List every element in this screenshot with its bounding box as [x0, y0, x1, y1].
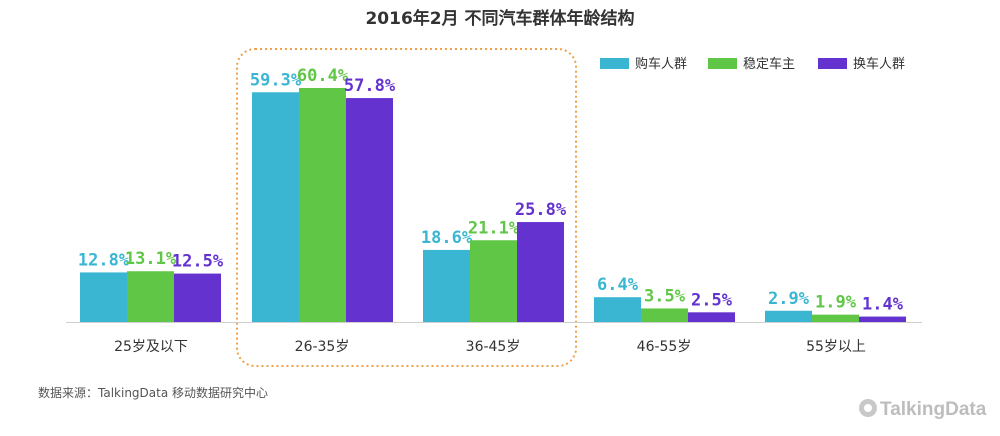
- legend-item: 购车人群: [600, 56, 687, 72]
- bar: [688, 312, 735, 322]
- bar: [346, 98, 393, 322]
- legend-label: 换车人群: [853, 56, 905, 72]
- value-label: 18.6%: [421, 228, 473, 248]
- value-label: 21.1%: [468, 218, 520, 238]
- bar: [127, 271, 174, 322]
- x-tick-label: 25岁及以下: [114, 339, 188, 355]
- value-label: 12.5%: [172, 252, 224, 272]
- x-tick-label: 46-55岁: [637, 339, 692, 355]
- bar: [80, 272, 127, 322]
- chart-title: 2016年2月 不同汽车群体年龄结构: [365, 8, 634, 29]
- bar: [174, 273, 221, 322]
- logo-text: TalkingData: [880, 399, 987, 420]
- talkingdata-logo-icon: [859, 399, 877, 417]
- legend-item: 稳定车主: [708, 56, 795, 72]
- source-note: 数据来源：TalkingData 移动数据研究中心: [38, 385, 268, 400]
- legend-swatch: [708, 58, 737, 69]
- value-label: 1.9%: [815, 293, 857, 313]
- legend-label: 稳定车主: [743, 56, 795, 72]
- value-label: 13.1%: [125, 249, 177, 269]
- value-label: 12.8%: [78, 250, 130, 270]
- bar: [765, 310, 812, 322]
- value-label: 57.8%: [344, 76, 396, 96]
- bar: [423, 249, 470, 322]
- bar: [594, 297, 641, 322]
- highlight-box: [236, 48, 577, 367]
- x-tick-label: 26-35岁: [295, 339, 350, 355]
- value-label: 2.9%: [768, 289, 810, 309]
- legend-item: 换车人群: [818, 56, 905, 72]
- bar: [470, 240, 517, 322]
- x-tick-label: 55岁以上: [806, 339, 866, 355]
- legend-swatch: [600, 58, 629, 69]
- value-label: 60.4%: [297, 66, 349, 86]
- value-label: 6.4%: [597, 275, 639, 295]
- bar: [859, 316, 906, 322]
- x-tick-label: 36-45岁: [466, 339, 521, 355]
- bar: [517, 222, 564, 322]
- legend-swatch: [818, 58, 847, 69]
- value-label: 1.4%: [862, 295, 904, 315]
- value-label: 3.5%: [644, 286, 686, 306]
- legend-label: 购车人群: [635, 56, 687, 72]
- value-label: 2.5%: [691, 290, 733, 310]
- talkingdata-logo: TalkingData: [859, 399, 987, 420]
- value-label: 59.3%: [250, 70, 302, 90]
- bar: [812, 314, 859, 322]
- bar: [252, 92, 299, 322]
- bar: [299, 88, 346, 322]
- value-label: 25.8%: [515, 200, 567, 220]
- bar: [641, 308, 688, 322]
